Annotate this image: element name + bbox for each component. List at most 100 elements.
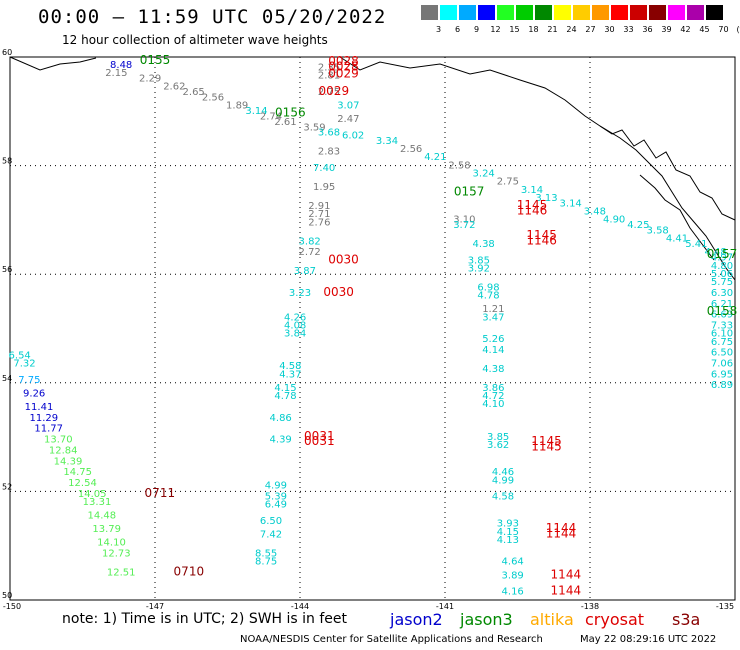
pass-time-label: 1144 xyxy=(546,527,577,541)
wave-height-value: 13.31 xyxy=(83,497,112,508)
pass-time-label: 0031 xyxy=(304,429,335,443)
wave-height-value: 2.15 xyxy=(105,68,127,79)
wave-height-value: 2.72 xyxy=(299,247,321,258)
wave-height-value: 4.26 xyxy=(284,312,306,323)
legend-cryosat: cryosat xyxy=(585,610,645,629)
scale-swatch xyxy=(459,5,476,20)
wave-height-value: 4.38 xyxy=(482,364,504,375)
wave-height-value: 2.75 xyxy=(497,177,519,188)
pass-time-label: 0156 xyxy=(275,106,306,120)
wave-height-value: 3.59 xyxy=(303,122,325,133)
wave-height-value: 12.84 xyxy=(49,445,78,456)
wave-height-value: 3.58 xyxy=(647,225,669,236)
scale-swatch xyxy=(630,5,647,20)
units-note: note: 1) Time is in UTC; 2) SWH is in fe… xyxy=(62,611,348,627)
scale-swatch xyxy=(535,5,552,20)
scale-swatch xyxy=(668,5,685,20)
scale-label: 21 xyxy=(547,25,558,34)
wave-height-value: 6.21 xyxy=(711,299,733,310)
wave-height-value: 4.21 xyxy=(424,152,446,163)
longitude-label: -150 xyxy=(3,602,21,611)
scale-label: (ft) xyxy=(736,25,740,34)
wave-height-value: 1.95 xyxy=(313,182,335,193)
wave-height-value: 2.74 xyxy=(260,111,282,122)
wave-height-value: 3.85 xyxy=(468,255,490,266)
wave-height-value: 3.84 xyxy=(284,329,306,340)
wave-height-value: 4.39 xyxy=(270,435,292,446)
scale-label: 18 xyxy=(528,25,539,34)
wave-height-value: 7.33 xyxy=(711,321,733,332)
map-frame xyxy=(9,56,736,601)
wave-height-value: 2.29 xyxy=(139,73,161,84)
wave-height-value: 8.75 xyxy=(255,557,277,568)
wave-height-value: 4.14 xyxy=(482,345,504,356)
wave-height-value: 7.40 xyxy=(313,163,335,174)
scale-label: 3 xyxy=(435,25,442,34)
credit-line: NOAA/NESDIS Center for Satellite Applica… xyxy=(240,634,543,645)
wave-height-value: 3.34 xyxy=(376,136,398,147)
pass-time-label: 1145 xyxy=(526,228,557,242)
wave-height-value: 2.61 xyxy=(274,117,296,128)
scale-swatch xyxy=(554,5,571,20)
wave-height-value: 3.47 xyxy=(482,312,504,323)
wave-height-value: 6.02 xyxy=(342,130,364,141)
wave-height-value: 7.06 xyxy=(711,359,733,370)
longitude-label: -147 xyxy=(146,602,164,611)
wave-height-value: 4.38 xyxy=(473,239,495,250)
wave-height-value: 4.64 xyxy=(502,557,524,568)
scale-swatch xyxy=(592,5,609,20)
wave-height-value: 4.48 xyxy=(705,247,727,258)
wave-height-value: 14.05 xyxy=(78,489,107,500)
pass-time-label: 0158 xyxy=(707,304,738,318)
longitude-label: -144 xyxy=(291,602,309,611)
pass-time-label: 0157 xyxy=(707,247,738,261)
wave-height-value: 4.41 xyxy=(666,234,688,245)
wave-height-value: 4.58 xyxy=(279,361,301,372)
scale-swatch xyxy=(573,5,590,20)
pass-time-label: 0710 xyxy=(174,565,205,579)
pass-time-label: 0029 xyxy=(319,84,350,98)
wave-height-value: 6.95 xyxy=(711,369,733,380)
wave-height-value: 12.54 xyxy=(68,478,97,489)
wave-height-value: 7.42 xyxy=(260,530,282,541)
wave-height-value: 3.68 xyxy=(318,128,340,139)
legend-altika: altika xyxy=(530,610,574,629)
scale-label: 45 xyxy=(699,25,710,34)
wave-height-value: 3.48 xyxy=(584,206,606,217)
wave-height-value: 8.55 xyxy=(255,549,277,560)
wave-height-value: 4.80 xyxy=(711,261,733,272)
wave-height-value: 4.16 xyxy=(502,587,524,598)
wave-height-value: 4.58 xyxy=(492,492,514,503)
wave-height-value: 2.65 xyxy=(183,87,205,98)
wave-height-value: 6.89 xyxy=(711,380,733,391)
wave-height-value: 4.72 xyxy=(482,391,504,402)
wave-height-value: 13.79 xyxy=(92,524,121,535)
wave-height-value: 4.25 xyxy=(627,220,649,231)
wave-height-value: 8.48 xyxy=(110,60,132,71)
scale-swatch xyxy=(497,5,514,20)
wave-height-value: 11.29 xyxy=(30,413,59,424)
wave-height-value: 2.47 xyxy=(337,114,359,125)
scale-swatch xyxy=(421,5,438,20)
pass-time-label: 0029 xyxy=(328,67,359,81)
wave-height-value: 2.91 xyxy=(308,201,330,212)
wave-height-value: 3.10 xyxy=(453,215,475,226)
pass-time-label: 1146 xyxy=(526,233,557,247)
scale-swatch xyxy=(611,5,628,20)
scale-label: 15 xyxy=(509,25,520,34)
wave-height-value: 14.75 xyxy=(63,467,92,478)
wave-height-value: 5.39 xyxy=(265,492,287,503)
scale-label: 36 xyxy=(642,25,653,34)
wave-height-value: 12.73 xyxy=(102,549,131,560)
legend-jason3: jason3 xyxy=(460,610,513,629)
wave-height-value: 3.14 xyxy=(560,198,582,209)
generated-timestamp: May 22 08:29:16 UTC 2022 xyxy=(580,634,717,645)
wave-height-value: 4.15 xyxy=(274,383,296,394)
wave-height-value: 14.48 xyxy=(88,511,117,522)
wave-height-value: 2.71 xyxy=(308,209,330,220)
wave-height-value: 9.26 xyxy=(23,388,45,399)
wave-height-value: 7.75 xyxy=(18,375,40,386)
wave-height-value: 2.83 xyxy=(318,147,340,158)
pass-time-label: 1145 xyxy=(517,198,548,212)
